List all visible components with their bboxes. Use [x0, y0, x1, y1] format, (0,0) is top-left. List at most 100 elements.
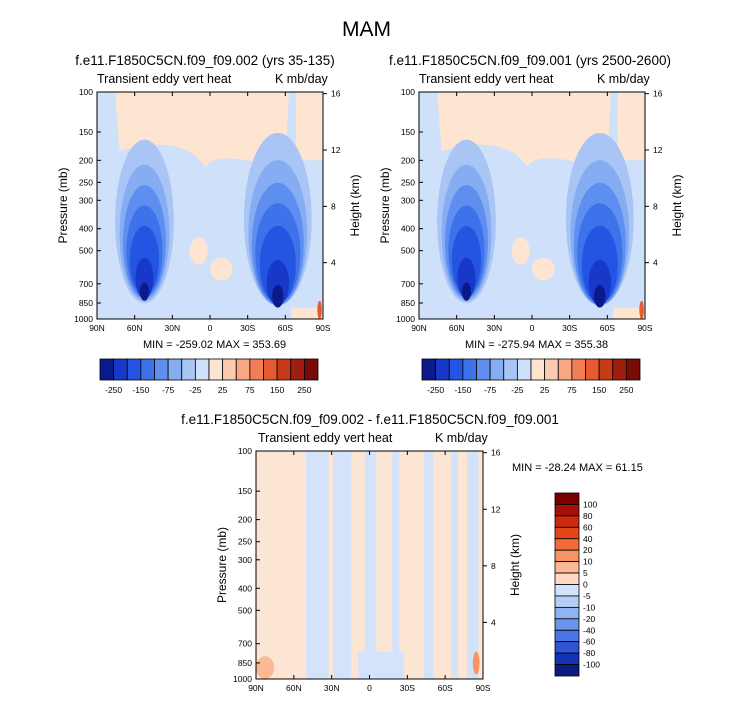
- panel1-sh-lobe-level5: [266, 259, 290, 306]
- panel2-surface-positive: [639, 300, 644, 319]
- panel1-plot: [96, 91, 324, 320]
- panel2-left-string: Transient eddy vert heat: [419, 72, 554, 86]
- panel1-ytick-label: 300: [79, 195, 93, 205]
- panel3-colorbar-box: [554, 572, 580, 585]
- panel1-sh-lobe-level6: [272, 284, 284, 308]
- panel2-ytick-label: 250: [401, 177, 415, 187]
- panel3-plot: [255, 450, 484, 680]
- panel3-colorbar-box: [554, 515, 580, 528]
- panel1-colorbar-box: [99, 358, 115, 381]
- panel1-left-string: Transient eddy vert heat: [97, 72, 232, 86]
- panel1-colorbar-box: [290, 358, 305, 381]
- panel2-plot: [418, 91, 646, 320]
- panel2-xtick-label: 60S: [600, 323, 615, 333]
- panel1-colorbar-box: [194, 358, 210, 381]
- panel2-xtick-label: 30S: [562, 323, 577, 333]
- panel3-colorbar-box: [554, 561, 580, 574]
- panel1-colorbar-box: [263, 358, 278, 381]
- panel3-ylabel: Pressure (mb): [215, 527, 229, 603]
- panel3-colorbar-label: -10: [583, 602, 596, 612]
- panel2-colorbar-box: [612, 358, 627, 381]
- panel3-ytick-label: 400: [238, 583, 252, 593]
- panel2-ytick-label: 500: [401, 246, 415, 256]
- panel2-equator-positive-b: [511, 237, 530, 265]
- panel2-colorbar-label: 25: [540, 385, 550, 395]
- panel3-colorbar-label: -100: [583, 660, 600, 670]
- panel3-colorbar-label: -5: [583, 591, 591, 601]
- panel3-colorbar-box: [554, 664, 580, 677]
- panel2-y2tick-label: 8: [653, 201, 658, 211]
- panel3-colorbar-box: [554, 492, 580, 505]
- panel1-colorbar-box: [140, 358, 155, 381]
- panel3-negative-band2: [364, 451, 377, 679]
- panel3-colorbar-box: [554, 526, 580, 540]
- panel2-ytick-label: 300: [401, 195, 415, 205]
- panel1-field: [97, 92, 323, 319]
- panel3-nh-surface-positive: [256, 656, 275, 679]
- panel3-right-string: K mb/day: [435, 431, 488, 445]
- panel1-title: f.e11.F1850C5CN.f09_f09.002 (yrs 35-135): [75, 53, 335, 68]
- panel3-ytick-label: 250: [238, 537, 252, 547]
- panel1-ytick-label: 1000: [74, 314, 93, 324]
- panel2-title: f.e11.F1850C5CN.f09_f09.001 (yrs 2500-26…: [389, 53, 671, 68]
- panel3-colorbar-box: [554, 595, 580, 608]
- panel1-ytick-label: 400: [79, 224, 93, 234]
- panel2-colorbar-label: -150: [454, 385, 471, 395]
- panel1-ytick-label: 200: [79, 155, 93, 165]
- panel2-y2tick-label: 16: [653, 89, 663, 99]
- panel2-colorbar-box: [503, 358, 518, 381]
- panel2-y2tick-label: 4: [653, 258, 658, 268]
- panel3-xtick-label: 90S: [475, 683, 490, 693]
- panel2-xtick-label: 0: [530, 323, 535, 333]
- panel2-colorbar-box: [625, 358, 641, 381]
- panel3-y2label: Height (km): [508, 534, 522, 596]
- panel1-ytick-label: 700: [79, 279, 93, 289]
- panel1-y2label: Height (km): [348, 174, 362, 236]
- panel3-ytick-label: 100: [238, 446, 252, 456]
- panel1-xtick-label: 60S: [278, 323, 293, 333]
- panel2-sh-lobe-level6: [594, 284, 606, 308]
- panel3-ytick-label: 300: [238, 555, 252, 565]
- panel1-equator-positive-b: [189, 237, 208, 265]
- panel1-ytick-label: 850: [79, 298, 93, 308]
- panel1-colorbar-label: -75: [162, 385, 175, 395]
- panel2-colorbar-label: 75: [567, 385, 577, 395]
- panel1-bottom-positive: [291, 307, 323, 319]
- panel3-minmax: MIN = -28.24 MAX = 61.15: [512, 462, 643, 474]
- panel2-colorbar-box: [516, 358, 532, 381]
- panel3-colorbar-label: 0: [583, 580, 588, 590]
- panel2-ytick-label: 1000: [396, 314, 415, 324]
- panel2-colorbar-box: [435, 358, 450, 381]
- panel2-xtick-label: 60N: [449, 323, 465, 333]
- panel3-negative-band4: [423, 451, 434, 679]
- panel1-xtick-label: 30S: [240, 323, 255, 333]
- panel1-colorbar-label: 75: [245, 385, 255, 395]
- panel3-y2tick-label: 8: [491, 561, 496, 571]
- panel2-ytick-label: 150: [401, 127, 415, 137]
- panel3-colorbar-label: 5: [583, 568, 588, 578]
- panel3-colorbar-box: [554, 652, 580, 665]
- panel3-colorbar-box: [554, 538, 580, 551]
- panel2-ytick-label: 100: [401, 87, 415, 97]
- panel3-ytick-label: 150: [238, 486, 252, 496]
- panel1-colorbar-label: -150: [132, 385, 149, 395]
- panel3-lower-negative: [358, 651, 404, 679]
- panel3-colorbar-label: 20: [583, 545, 593, 555]
- panel2-colorbar-box: [557, 358, 573, 381]
- panel3-xtick-label: 0: [367, 683, 372, 693]
- panel1-ytick-label: 250: [79, 177, 93, 187]
- panel3-colorbar-label: 40: [583, 534, 593, 544]
- panel2-ytick-label: 700: [401, 279, 415, 289]
- panel1-colorbar-label: 25: [218, 385, 228, 395]
- panel3-colorbar-label: -40: [583, 625, 596, 635]
- panel2-y2tick-label: 12: [653, 145, 663, 155]
- panel2-equator-positive: [532, 257, 555, 281]
- panel3-left-string: Transient eddy vert heat: [258, 431, 393, 445]
- panel1-colorbar-box: [113, 358, 128, 381]
- panel2-colorbar-box: [489, 358, 505, 381]
- panel1-equator-positive: [210, 257, 233, 281]
- panel2-colorbar-box: [544, 358, 559, 381]
- panel3-colorbar-label: -80: [583, 648, 596, 658]
- panel2-colorbar-box: [530, 358, 546, 381]
